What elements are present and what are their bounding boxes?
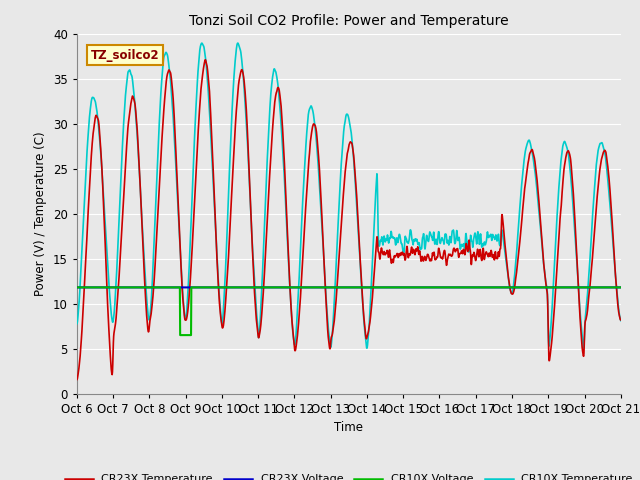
X-axis label: Time: Time [334,421,364,434]
Y-axis label: Power (V) / Temperature (C): Power (V) / Temperature (C) [35,132,47,296]
Legend: CR23X Temperature, CR23X Voltage, CR10X Voltage, CR10X Temperature: CR23X Temperature, CR23X Voltage, CR10X … [60,470,637,480]
Title: Tonzi Soil CO2 Profile: Power and Temperature: Tonzi Soil CO2 Profile: Power and Temper… [189,14,509,28]
Text: TZ_soilco2: TZ_soilco2 [90,49,159,62]
